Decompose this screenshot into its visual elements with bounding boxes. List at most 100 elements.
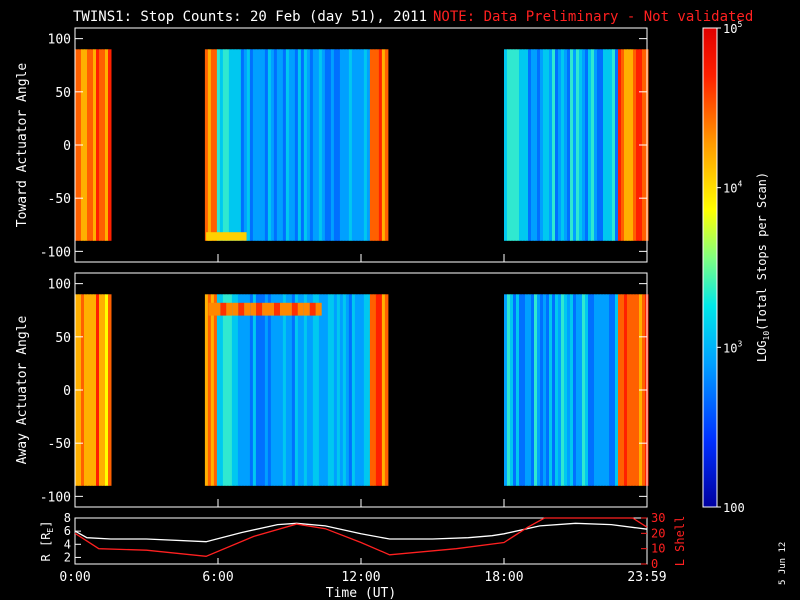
panel-toward-plot (75, 49, 649, 241)
panel-toward-stripe-41 (291, 49, 296, 241)
panel-toward-stripe-107 (606, 49, 610, 241)
panel-away-stripe-111 (618, 294, 622, 486)
panel-away-ytick-label-1: 50 (55, 331, 71, 346)
panel-away-stripe-62 (354, 294, 359, 486)
eph-ytick-label-1: 6 (64, 524, 71, 538)
panel-away-stripe-42 (294, 294, 299, 486)
eph-xtick-label-2: 12:00 (341, 570, 380, 585)
panel-toward-stripe-89 (552, 49, 556, 241)
eph-y2tick-label-1: 20 (651, 526, 665, 540)
panel-toward-stripe-6 (93, 49, 97, 241)
panel-toward-stripe-84 (537, 49, 541, 241)
panel-toward-ytick-label-2: 0 (63, 139, 71, 154)
panel-toward-stripe-113 (624, 49, 628, 241)
panel-away-stripe-74 (507, 294, 511, 486)
panel-away-stripe-39 (285, 294, 290, 486)
panel-away-stripe-103 (594, 294, 598, 486)
eph-xtick-label-3: 18:00 (484, 570, 523, 585)
colorbar-label-suffix: (Total Stops per Scan) (755, 172, 769, 331)
panel-away-stripe-21 (231, 294, 236, 486)
colorbar-label-sub: 10 (762, 331, 771, 341)
panel-toward-ticks: 100 50 0 -50 -100 (40, 33, 648, 262)
panel-away-stripe-49 (315, 294, 320, 486)
panel-away-stripe-19 (225, 294, 230, 486)
panel-toward-stripe-100 (585, 49, 589, 241)
panel-toward-stripe-24 (240, 49, 245, 241)
panel-toward-stripe-90 (555, 49, 559, 241)
panel-toward-stripe-69 (375, 49, 380, 241)
panel-toward-stripe-44 (300, 49, 305, 241)
panel-away-stripe-31 (261, 294, 266, 486)
panel-away-stripe-48 (312, 294, 317, 486)
panel-toward-stripe-70 (378, 49, 383, 241)
panel-away-stripe-88 (549, 294, 553, 486)
panel-away-stripe-50 (318, 294, 323, 486)
panel-away-stripe-37 (279, 294, 284, 486)
panel-toward-stripe-105 (600, 49, 604, 241)
panel-toward-ylabel: Toward Actuator Angle (15, 63, 30, 228)
colorbar-tick-label-2: 103 (723, 339, 742, 355)
panel-away-stripe-68 (372, 294, 377, 486)
figure-title: TWINS1: Stop Counts: 20 Feb (day 51), 20… (73, 9, 427, 25)
panel-away-stripe-86 (543, 294, 547, 486)
panel-away-stripe-56 (336, 294, 341, 486)
panel-away-stripe-57 (339, 294, 344, 486)
panel-away-stripe-66 (366, 294, 371, 486)
panel-away-stripe-11 (108, 294, 112, 486)
panel-toward-stripe-61 (351, 49, 356, 241)
panel-toward-stripe-56 (336, 49, 341, 241)
panel-away-stripe-71 (381, 294, 386, 486)
panel-toward-stripe-106 (603, 49, 607, 241)
panel-away-stripe-105 (600, 294, 604, 486)
panel-away-stripe-17 (219, 294, 224, 486)
away-band-125 (232, 302, 239, 316)
panel-away-stripe-33 (267, 294, 272, 486)
panel-toward-stripe-71 (381, 49, 386, 241)
panel-toward-stripe-85 (540, 49, 544, 241)
panel-away-stripe-110 (615, 294, 619, 486)
panel-toward-stripe-81 (528, 49, 532, 241)
panel-away-stripe-104 (597, 294, 601, 486)
panel-away-stripe-6 (93, 294, 97, 486)
preliminary-note: NOTE: Data Preliminary - Not validated (433, 9, 753, 25)
panel-toward-stripe-18 (222, 49, 227, 241)
panel-toward-stripe-83 (534, 49, 538, 241)
panel-toward-stripe-104 (597, 49, 601, 241)
panel-away-stripe-81 (528, 294, 532, 486)
panel-away-stripe-8 (99, 294, 103, 486)
panel-toward-stripe-65 (363, 49, 368, 241)
panel-away-stripe-78 (519, 294, 523, 486)
panel-away-ytick-label-2: 0 (63, 384, 71, 399)
panel-away: 100 50 0 -50 -100 Away Actuator Angle (15, 272, 649, 508)
panel-away-stripe-32 (264, 294, 269, 486)
panel-toward-stripe-22 (234, 49, 239, 241)
colorbar-tick-base-2: 10 (723, 341, 737, 355)
panel-away-stripe-58 (342, 294, 347, 486)
eph-series-1 (74, 517, 648, 557)
panel-away-stripe-10 (105, 294, 109, 486)
panel-away-stripe-18 (222, 294, 227, 486)
panel-away-stripe-77 (516, 294, 520, 486)
panel-away-stripe-116 (633, 294, 637, 486)
panel-toward-stripe-10 (105, 49, 109, 241)
panel-away-stripe-7 (96, 294, 100, 486)
panel-away-stripe-113 (624, 294, 628, 486)
panel-toward-stripe-16 (216, 49, 221, 241)
panel-toward-stripe-95 (570, 49, 574, 241)
eph-y2tick-label-2: 10 (651, 542, 665, 556)
panel-toward-stripe-45 (303, 49, 308, 241)
away-band-131 (268, 302, 274, 316)
colorbar-tick-label-3: 100 (723, 501, 745, 515)
panel-away-stripe-98 (579, 294, 583, 486)
panel-toward-stripe-20 (228, 49, 233, 241)
panel-toward-ytick-label-3: -50 (48, 192, 71, 207)
away-band-126 (238, 302, 245, 316)
panel-away-stripe-3 (84, 294, 88, 486)
away-band-123 (220, 302, 227, 316)
panel-toward-stripe-31 (261, 49, 266, 241)
panel-away-stripe-12 (204, 294, 209, 486)
panel-toward-stripe-111 (618, 49, 622, 241)
panel-toward-stripe-99 (582, 49, 586, 241)
